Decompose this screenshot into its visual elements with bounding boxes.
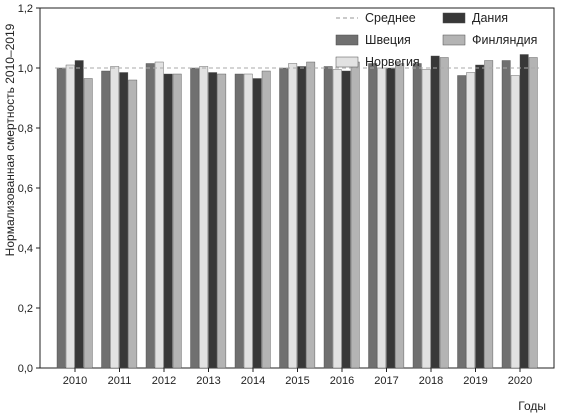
bar-Финляндия-2020 <box>528 57 538 369</box>
legend-swatch <box>335 56 359 68</box>
bar-Финляндия-2016 <box>350 61 360 369</box>
bar-Дания-2010 <box>74 60 84 369</box>
y-tick-label: 0,0 <box>18 363 33 375</box>
x-tick-label: 2010 <box>63 375 87 387</box>
x-tick-label: 2018 <box>419 375 443 387</box>
bar-Дания-2015 <box>297 66 307 369</box>
bar-Швеция-2016 <box>323 66 333 369</box>
bar-Норвегия-2012 <box>154 61 164 369</box>
bar-Дания-2013 <box>208 72 218 369</box>
bar-Норвегия-2015 <box>288 63 298 369</box>
bar-Финляндия-2010 <box>83 78 93 369</box>
bar-Дания-2011 <box>119 72 129 369</box>
bar-Швеция-2010 <box>56 67 66 369</box>
bar-Швеция-2017 <box>368 63 378 369</box>
y-axis-title: Нормализованная смертность 2010–2019 <box>3 23 17 256</box>
x-tick-label: 2012 <box>152 375 176 387</box>
bar-Дания-2017 <box>386 67 396 369</box>
bar-Швеция-2020 <box>501 60 511 369</box>
bar-Финляндия-2018 <box>439 57 449 369</box>
bar-Швеция-2015 <box>279 67 289 369</box>
bar-Дания-2016 <box>341 70 351 369</box>
legend-swatch <box>442 34 466 46</box>
bar-Финляндия-2017 <box>395 63 405 369</box>
legend-label: Финляндия <box>472 33 537 47</box>
bar-Дания-2018 <box>430 55 440 369</box>
legend-label: Среднее <box>365 11 416 25</box>
y-tick-label: 0,6 <box>18 183 33 195</box>
x-tick-label: 2014 <box>241 375 265 387</box>
bar-Швеция-2011 <box>101 70 111 369</box>
bar-Швеция-2013 <box>190 67 200 369</box>
legend-label: Норвегия <box>365 55 420 69</box>
x-tick-label: 2019 <box>463 375 487 387</box>
bar-Финляндия-2011 <box>128 79 138 369</box>
x-tick-label: 2020 <box>508 375 532 387</box>
bar-Швеция-2019 <box>457 75 467 369</box>
bar-Финляндия-2013 <box>217 73 227 369</box>
bar-Норвегия-2017 <box>377 67 387 369</box>
x-tick-label: 2011 <box>108 375 132 387</box>
x-tick-label: 2017 <box>374 375 398 387</box>
legend-swatch <box>335 34 359 46</box>
bar-Норвегия-2011 <box>110 66 120 369</box>
bar-Финляндия-2019 <box>484 60 494 369</box>
x-tick-label: 2013 <box>196 375 220 387</box>
bar-Норвегия-2019 <box>466 72 476 369</box>
bar-Финляндия-2014 <box>261 70 271 369</box>
bar-Норвегия-2020 <box>510 75 520 369</box>
x-tick-label: 2015 <box>285 375 309 387</box>
bar-Финляндия-2015 <box>306 61 316 369</box>
y-axis: 0,0 0,2 0,4 0,6 0,8 1,0 1,2 <box>18 3 40 375</box>
y-tick-label: 1,0 <box>18 63 33 75</box>
bar-Норвегия-2014 <box>243 73 253 369</box>
y-tick-label: 0,4 <box>18 243 33 255</box>
bar-Швеция-2014 <box>234 73 244 369</box>
bar-Швеция-2012 <box>145 63 155 369</box>
bar-Дания-2014 <box>252 78 262 369</box>
bar-Норвегия-2010 <box>65 64 75 369</box>
bar-Финляндия-2012 <box>172 73 182 369</box>
bars-group <box>56 54 538 369</box>
y-tick-label: 0,8 <box>18 123 33 135</box>
x-tick-label: 2016 <box>330 375 354 387</box>
y-tick-label: 1,2 <box>18 3 33 15</box>
bar-Норвегия-2018 <box>421 69 431 369</box>
bar-Дания-2020 <box>519 54 529 369</box>
bar-Норвегия-2016 <box>332 69 342 369</box>
x-axis-title: Годы <box>518 399 546 413</box>
bar-Дания-2012 <box>163 73 173 369</box>
bar-Дания-2019 <box>475 64 485 369</box>
bar-Швеция-2018 <box>412 63 422 369</box>
x-axis: 2010 2011 2012 2013 2014 2015 2016 2017 2018 2019… <box>63 368 532 387</box>
legend: Среднее Швеция Норвегия Дания Финляндия <box>335 11 537 69</box>
y-tick-label: 0,2 <box>18 303 33 315</box>
legend-swatch <box>442 12 466 24</box>
bar-Норвегия-2013 <box>199 66 209 369</box>
legend-label: Швеция <box>365 33 411 47</box>
legend-label: Дания <box>472 11 508 25</box>
